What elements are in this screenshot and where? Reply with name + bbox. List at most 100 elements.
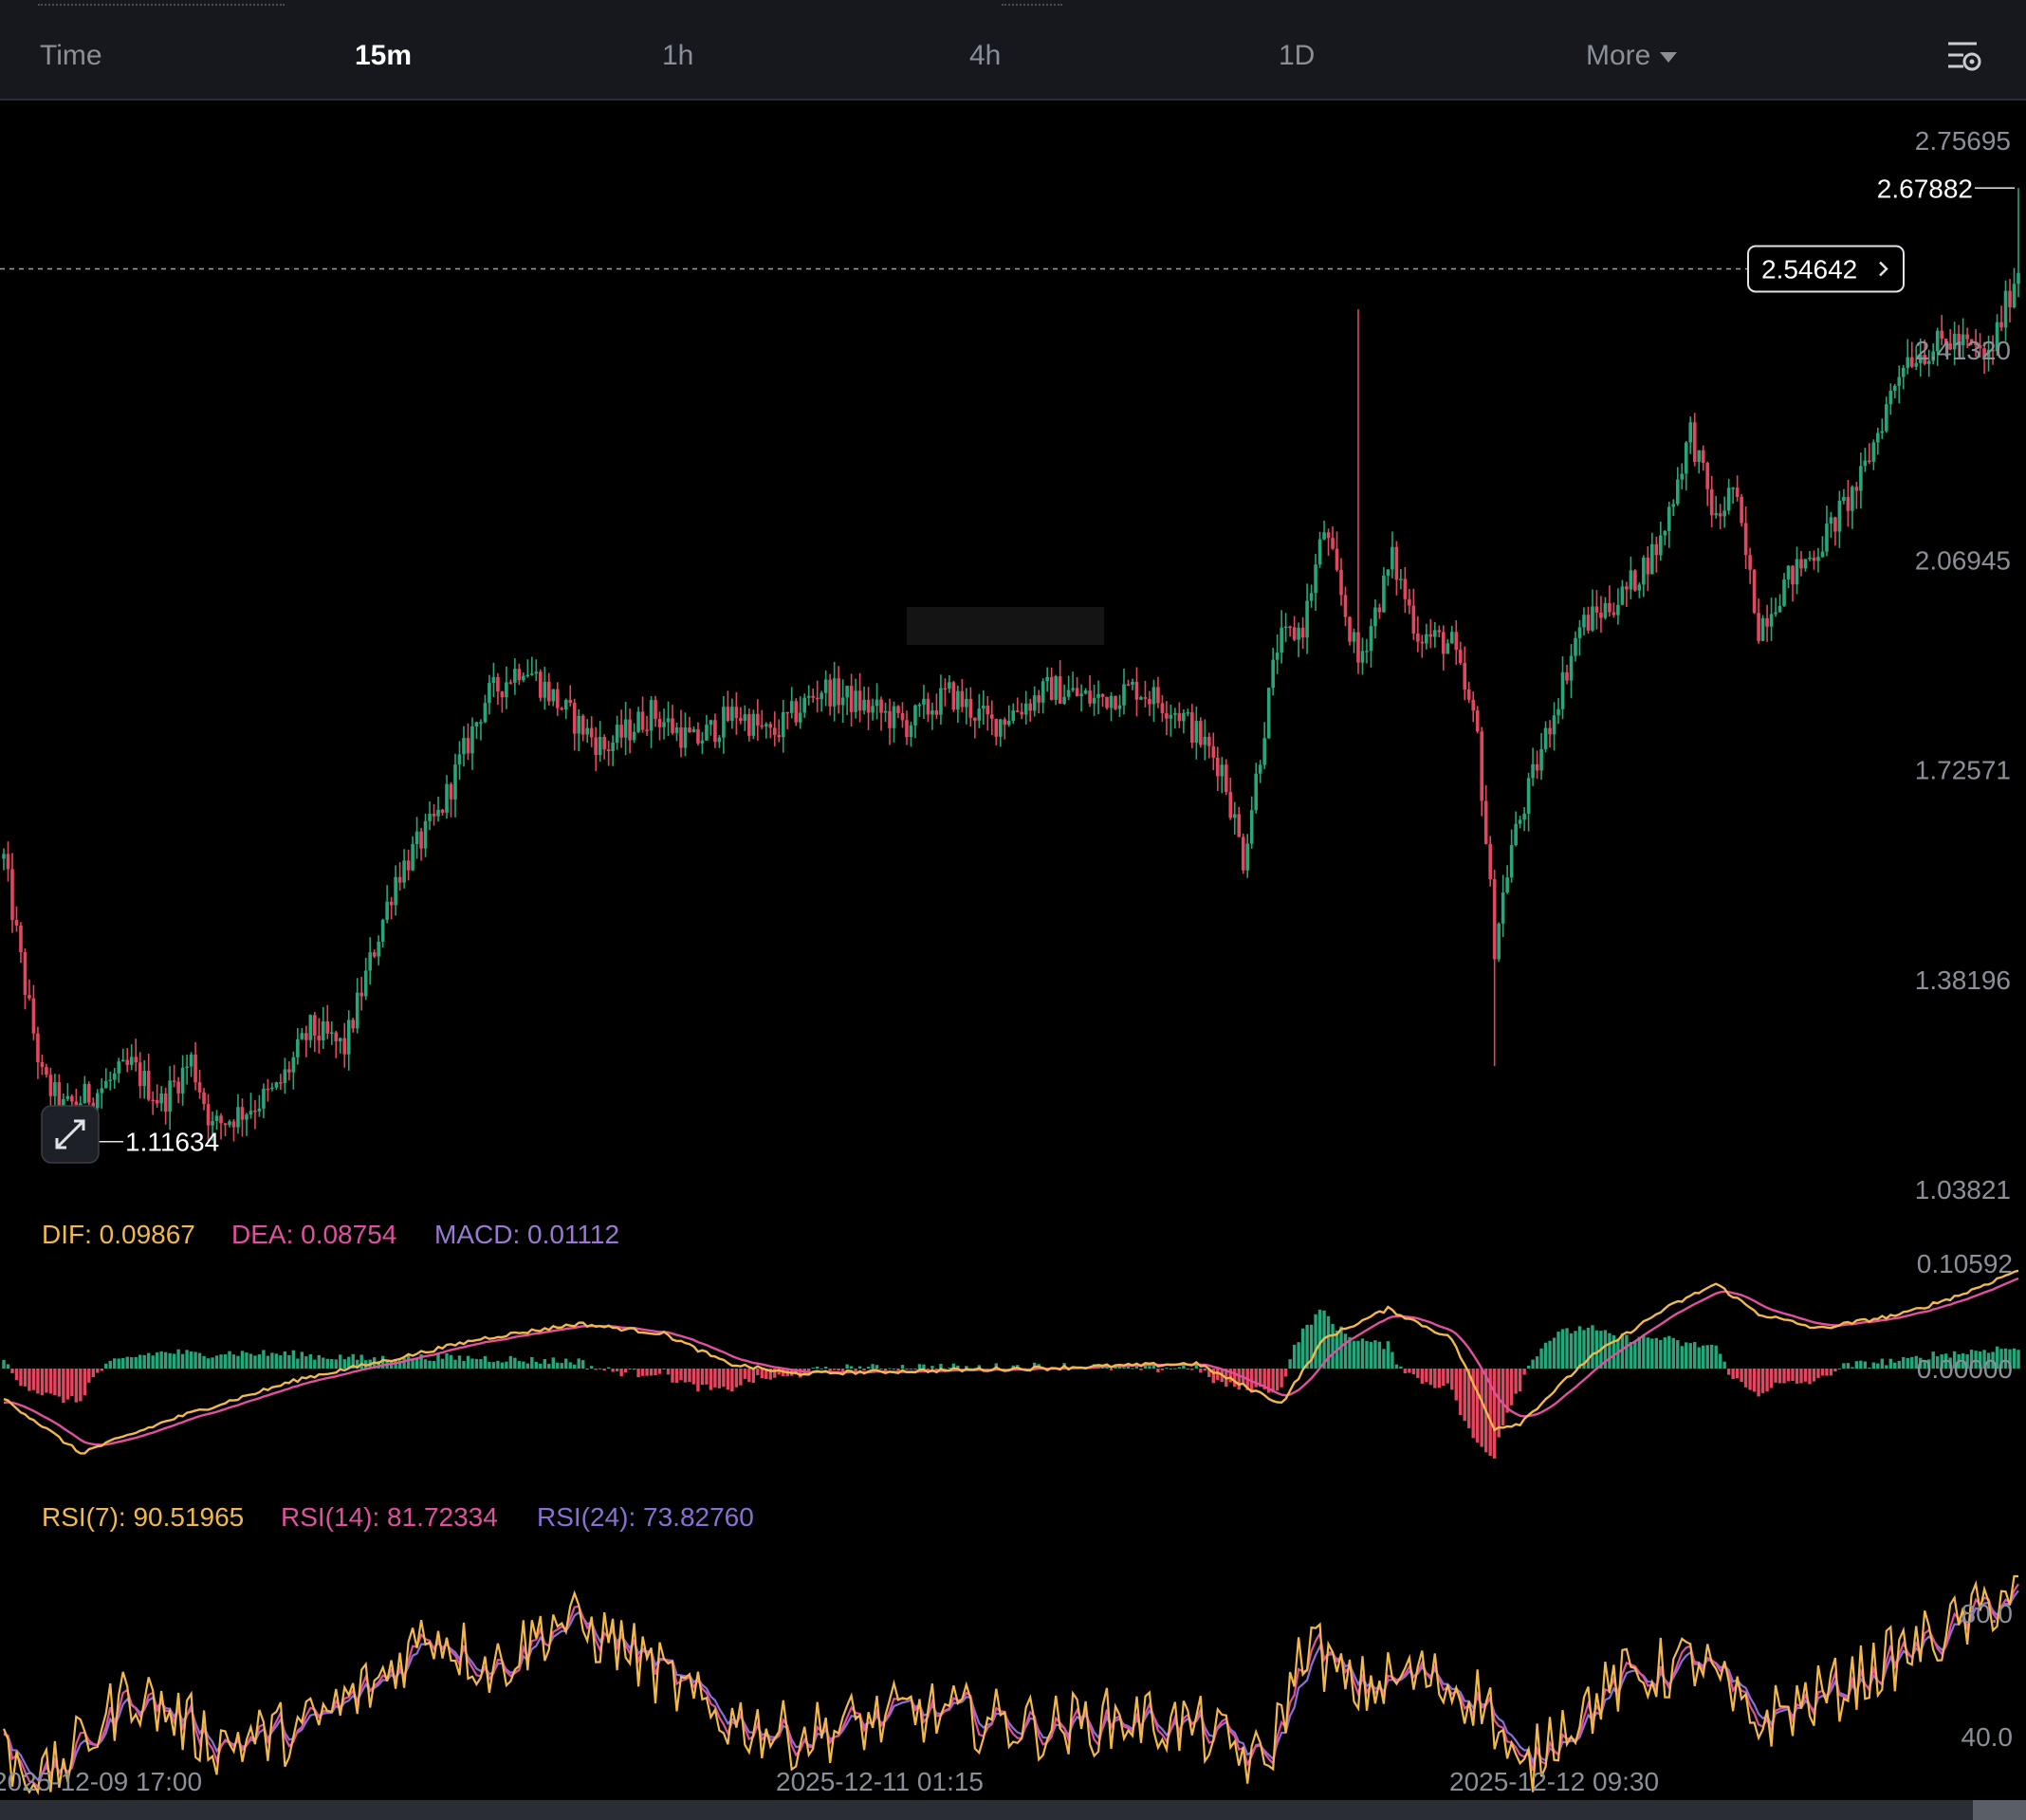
tab-15m[interactable]: 15m <box>355 40 413 71</box>
candle-body <box>103 1080 108 1089</box>
candle-body <box>363 970 368 997</box>
candle <box>1015 697 1020 713</box>
macd-bar <box>1501 1369 1505 1426</box>
macd-bar <box>325 1358 329 1369</box>
macd-bar <box>739 1369 743 1386</box>
candle-body <box>1335 548 1339 570</box>
candle-body <box>402 860 406 883</box>
macd-bar <box>19 1369 23 1387</box>
candle <box>948 675 951 693</box>
macd-bar <box>1471 1369 1475 1439</box>
candle <box>1207 732 1211 759</box>
candle-body <box>159 1093 163 1104</box>
candle-body <box>662 722 666 727</box>
candle-body <box>193 1054 197 1083</box>
candle-body <box>1671 504 1676 507</box>
candle-body <box>87 1083 91 1103</box>
candle-body <box>1548 727 1552 735</box>
candle <box>266 1078 270 1102</box>
macd-bar <box>1743 1369 1748 1388</box>
macd-bar <box>462 1361 466 1369</box>
candle <box>1752 568 1757 615</box>
macd-bar <box>342 1359 346 1369</box>
candle <box>820 690 823 712</box>
candle <box>1774 597 1777 617</box>
candle <box>419 827 423 861</box>
macd-bar <box>1943 1353 1948 1369</box>
candle <box>1122 668 1126 715</box>
candle-body <box>994 718 999 737</box>
candle-body <box>598 736 602 756</box>
tab-4h[interactable]: 4h <box>969 40 1002 71</box>
candle-body <box>1680 473 1685 480</box>
macd-bar <box>113 1358 117 1369</box>
macd-bar <box>1442 1369 1446 1387</box>
candle-body <box>14 919 19 926</box>
candle-body <box>10 869 14 920</box>
candle <box>654 695 657 727</box>
price-chart[interactable]: 2.75695 2.41320 2.06945 1.72571 1.38196 1.038… <box>0 99 2026 1801</box>
macd-bar <box>1722 1361 1726 1369</box>
candle-body <box>1343 595 1348 617</box>
candle-body <box>1884 404 1888 432</box>
macd-bar <box>823 1367 828 1369</box>
more-timeframes-dropdown[interactable]: More <box>1586 40 1678 72</box>
horizontal-scrollbar[interactable] <box>0 1800 2026 1820</box>
candle <box>146 1054 151 1102</box>
macd-bar <box>564 1358 568 1369</box>
expand-button[interactable] <box>41 1105 100 1164</box>
candle <box>1923 340 1927 366</box>
macd-bar <box>1173 1368 1177 1370</box>
candle <box>1075 677 1079 697</box>
candle-body <box>1322 532 1326 540</box>
candle-body <box>734 707 739 719</box>
candle <box>1926 349 1931 377</box>
candle-body <box>828 679 832 707</box>
macd-bar <box>883 1369 888 1372</box>
macd-bar <box>470 1358 474 1369</box>
candle-body <box>1531 763 1535 779</box>
macd-bar <box>1134 1365 1139 1369</box>
macd-bar <box>28 1369 31 1391</box>
candle <box>1526 772 1531 832</box>
candle-body <box>1037 695 1041 703</box>
candle <box>1548 720 1552 748</box>
candle-body <box>317 1035 322 1040</box>
tab-1d[interactable]: 1D <box>1279 40 1316 71</box>
candle-body <box>1918 355 1923 363</box>
candle <box>1020 703 1024 720</box>
candle-body <box>840 697 845 706</box>
macd-bar <box>1910 1356 1914 1369</box>
macd-bar <box>1480 1369 1483 1447</box>
candle-body <box>270 1087 274 1090</box>
tab-time[interactable]: Time <box>40 40 102 71</box>
macd-bar <box>930 1366 934 1369</box>
macd-bar <box>671 1369 674 1383</box>
chart-overlay: 2.75695 2.41320 2.06945 1.72571 1.38196 1.038… <box>0 126 2015 1796</box>
macd-bar <box>1952 1351 1957 1369</box>
candle <box>274 1081 279 1091</box>
macd-bar <box>1760 1369 1765 1393</box>
candle <box>470 717 474 770</box>
candle-body <box>1280 627 1283 653</box>
macd-bar <box>1654 1337 1659 1369</box>
candle <box>1803 559 1808 572</box>
chart-settings-icon[interactable] <box>1944 38 1982 76</box>
candle <box>65 1083 70 1102</box>
tab-1h[interactable]: 1h <box>662 40 694 71</box>
candle <box>1995 314 1999 357</box>
scrollbar-thumb[interactable] <box>1973 1800 2026 1820</box>
candle-body <box>1991 349 1995 352</box>
time-axis-label: 2025-12-12 09:30 <box>1449 1767 1659 1796</box>
candle-body <box>989 714 994 719</box>
macd-bar <box>397 1360 402 1369</box>
candle-body <box>1258 764 1262 774</box>
candle <box>1714 495 1718 519</box>
macd-axis-label: 0.10592 <box>1917 1249 2013 1278</box>
macd-bar <box>1974 1351 1978 1369</box>
candle <box>270 1082 274 1092</box>
candle <box>108 1071 113 1091</box>
candle <box>1909 341 1914 369</box>
candle <box>1829 511 1833 539</box>
macd-bar <box>900 1365 905 1369</box>
